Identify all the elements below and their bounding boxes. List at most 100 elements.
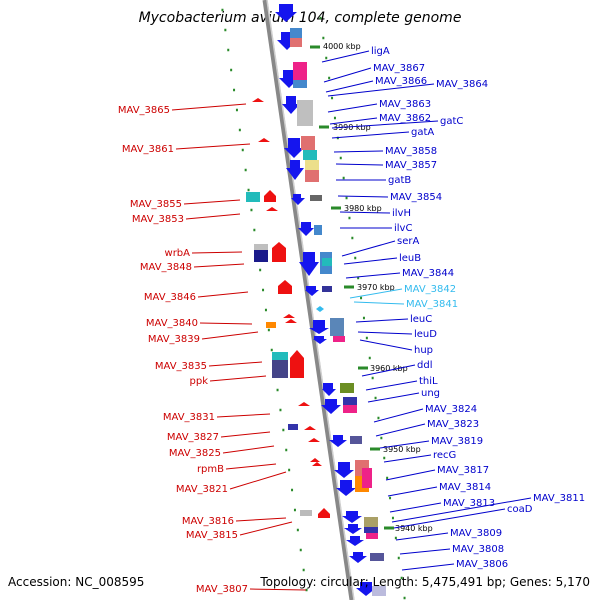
forward-feature-blocks	[290, 28, 386, 596]
gene-label[interactable]: MAV_3808	[452, 544, 504, 555]
gene-label[interactable]: ilvC	[394, 223, 412, 234]
gene-label[interactable]: MAV_3853	[132, 214, 184, 225]
label-leader	[185, 213, 241, 220]
gene-label[interactable]: gatA	[411, 127, 434, 138]
gene-label[interactable]: gatC	[440, 116, 463, 127]
label-leader	[216, 413, 271, 418]
gene-label[interactable]: rpmB	[197, 464, 224, 475]
label-leader	[323, 67, 372, 83]
feature-block	[366, 533, 378, 539]
gene-label[interactable]: MAV_3864	[436, 79, 488, 90]
gene-label[interactable]: coaD	[507, 504, 533, 515]
gene-label[interactable]: MAV_3865	[118, 105, 170, 116]
gene-label[interactable]: MAV_3827	[167, 432, 219, 443]
gene-label[interactable]: MAV_3815	[186, 530, 238, 541]
gene-label[interactable]: MAV_3823	[427, 419, 479, 430]
label-leader	[389, 502, 442, 513]
gene-label[interactable]: MAV_3862	[379, 113, 431, 124]
gene-label[interactable]: MAV_3863	[379, 99, 431, 110]
gene-label[interactable]: hup	[414, 345, 433, 356]
gene-arrow	[286, 160, 304, 180]
gene-label[interactable]: MAV_3819	[431, 436, 483, 447]
gene-arrow	[298, 402, 310, 406]
feature-block	[322, 258, 332, 266]
gene-label[interactable]: MAV_3835	[155, 361, 207, 372]
gene-label[interactable]: MAV_3817	[437, 465, 489, 476]
label-leader	[337, 195, 389, 198]
gene-label[interactable]: ppk	[190, 376, 209, 387]
label-leader	[345, 272, 401, 279]
gene-label[interactable]: MAV_3867	[373, 63, 425, 74]
feature-block	[254, 244, 268, 250]
gene-label[interactable]: ung	[421, 388, 440, 399]
gene-label[interactable]: MAV_3821	[176, 484, 228, 495]
gene-label[interactable]: MAV_3809	[450, 528, 502, 539]
gene-label[interactable]: MAV_3842	[404, 284, 456, 295]
gene-label[interactable]: MAV_3857	[385, 160, 437, 171]
gene-label[interactable]: ddl	[417, 360, 432, 371]
gene-arrow	[356, 582, 376, 596]
gene-label[interactable]: ligA	[371, 46, 390, 57]
gene-arrow	[346, 536, 364, 546]
gene-label[interactable]: MAV_3854	[390, 192, 442, 203]
label-leader	[249, 588, 307, 591]
gene-label[interactable]: MAV_3806	[456, 559, 508, 570]
gene-label[interactable]: recG	[433, 450, 456, 461]
gene-label[interactable]: MAV_3866	[375, 76, 427, 87]
label-leader	[229, 471, 287, 490]
gene-label[interactable]: MAV_3807	[196, 584, 248, 595]
label-leader	[171, 103, 247, 111]
label-leader	[365, 380, 418, 391]
gene-arrow	[272, 242, 286, 262]
gene-label[interactable]: leuD	[414, 329, 437, 340]
gene-arrow-highlight	[316, 306, 324, 312]
label-leader	[401, 563, 455, 571]
gene-arrow	[312, 462, 322, 466]
gene-label[interactable]: MAV_3811	[533, 493, 585, 504]
gene-label[interactable]: serA	[397, 236, 419, 247]
label-leader	[183, 199, 241, 205]
gene-label[interactable]: ilvH	[392, 208, 411, 219]
gene-arrow	[266, 207, 278, 211]
gene-label[interactable]: MAV_3858	[385, 146, 437, 157]
feature-block	[350, 436, 362, 444]
gene-label[interactable]: MAV_3848	[140, 262, 192, 273]
genome-backbone	[262, 0, 355, 600]
gene-label[interactable]: MAV_3813	[443, 498, 495, 509]
gene-label[interactable]: wrbA	[165, 248, 191, 259]
forward-strand-genes	[275, 4, 376, 596]
gene-label[interactable]: leuC	[410, 314, 432, 325]
gene-label[interactable]: MAV_3839	[148, 334, 200, 345]
gene-label[interactable]: MAV_3816	[182, 516, 234, 527]
feature-block	[293, 80, 307, 88]
gene-label[interactable]: thiL	[419, 376, 438, 387]
gene-label[interactable]: MAV_3844	[402, 268, 454, 279]
label-leader	[373, 408, 424, 423]
gene-label[interactable]: MAV_3861	[122, 144, 174, 155]
label-leader	[327, 103, 378, 113]
feature-block	[322, 286, 332, 292]
label-leader	[383, 454, 432, 463]
gene-label[interactable]: MAV_3846	[144, 292, 196, 303]
gene-label[interactable]: MAV_3855	[130, 199, 182, 210]
label-leader	[357, 331, 413, 335]
label-leader	[197, 291, 249, 298]
label-leader	[339, 211, 391, 214]
gene-arrow	[305, 286, 319, 296]
gene-label[interactable]: MAV_3840	[146, 318, 198, 329]
gene-label[interactable]: leuB	[399, 253, 421, 264]
label-leader	[387, 486, 438, 497]
gene-label[interactable]: MAV_3814	[439, 482, 491, 493]
scale-label: 3950 kbp	[383, 445, 421, 454]
label-leader	[395, 532, 449, 541]
label-leader	[331, 120, 439, 129]
gene-label[interactable]: MAV_3825	[169, 448, 221, 459]
feature-block	[362, 468, 372, 488]
gene-label[interactable]: gatB	[388, 175, 411, 186]
gene-label[interactable]: MAV_3824	[425, 404, 477, 415]
label-leader	[375, 423, 426, 437]
feature-block	[301, 136, 315, 150]
gene-label[interactable]: MAV_3841	[406, 299, 458, 310]
gene-label[interactable]: MAV_3831	[163, 412, 215, 423]
scale-marks: 4000 kbp 3990 kbp 3980 kbp 3970 kbp 3960…	[310, 42, 433, 533]
